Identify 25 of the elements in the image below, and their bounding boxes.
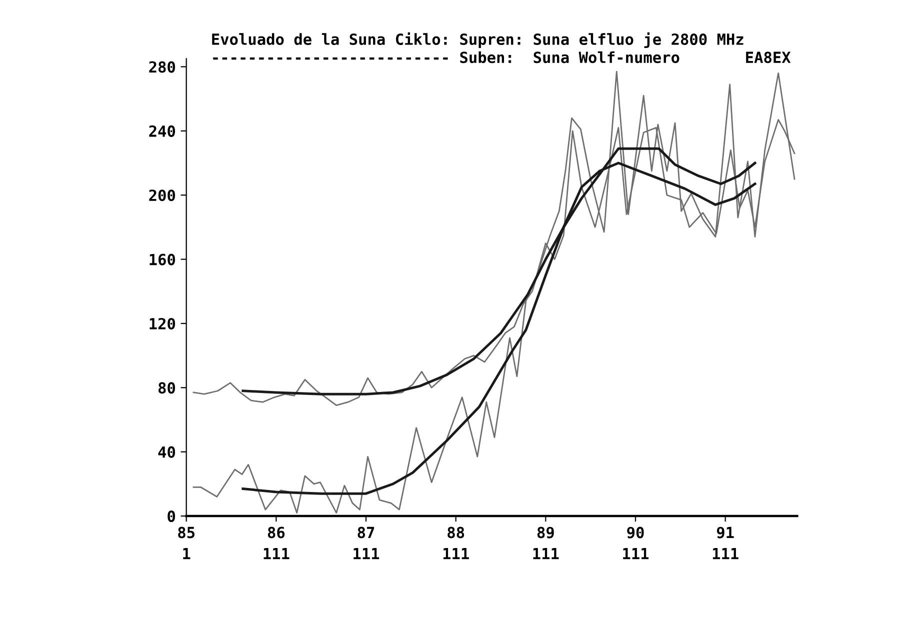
x-tick-label: 85 xyxy=(178,526,195,538)
text: 111 xyxy=(712,548,738,560)
text: 111 xyxy=(443,548,469,560)
x-tick-label: 90 xyxy=(627,526,644,538)
y-tick-label: 240 xyxy=(149,125,176,137)
x-tick-label: 88 xyxy=(448,526,464,538)
y-tick-label: 0 xyxy=(168,510,176,522)
chart-title: Evoluado de la Suna Ciklo: Supren: Suna elfluo je 2800 MHz xyxy=(212,32,744,48)
text: 111 xyxy=(264,548,290,560)
annotation: EA8EX xyxy=(746,52,791,64)
x-tick-label: 91 xyxy=(716,526,734,538)
text: 1 xyxy=(183,548,190,560)
text: 111 xyxy=(623,548,649,560)
annotation: -------------------------- Suben: Suna Wolf-numero xyxy=(213,51,680,64)
y-tick-label: 40 xyxy=(158,446,176,458)
text: 111 xyxy=(533,548,559,560)
y-tick-label: 200 xyxy=(149,190,176,202)
text: 111 xyxy=(354,548,380,560)
x-tick-label: 86 xyxy=(268,526,285,538)
y-tick-label: 160 xyxy=(150,254,176,266)
y-tick-label: 120 xyxy=(150,318,176,330)
y-tick-label: 280 xyxy=(149,61,176,73)
x-tick-label: 87 xyxy=(358,526,374,538)
x-tick-label: 89 xyxy=(537,526,554,538)
y-tick-label: 80 xyxy=(158,382,176,394)
